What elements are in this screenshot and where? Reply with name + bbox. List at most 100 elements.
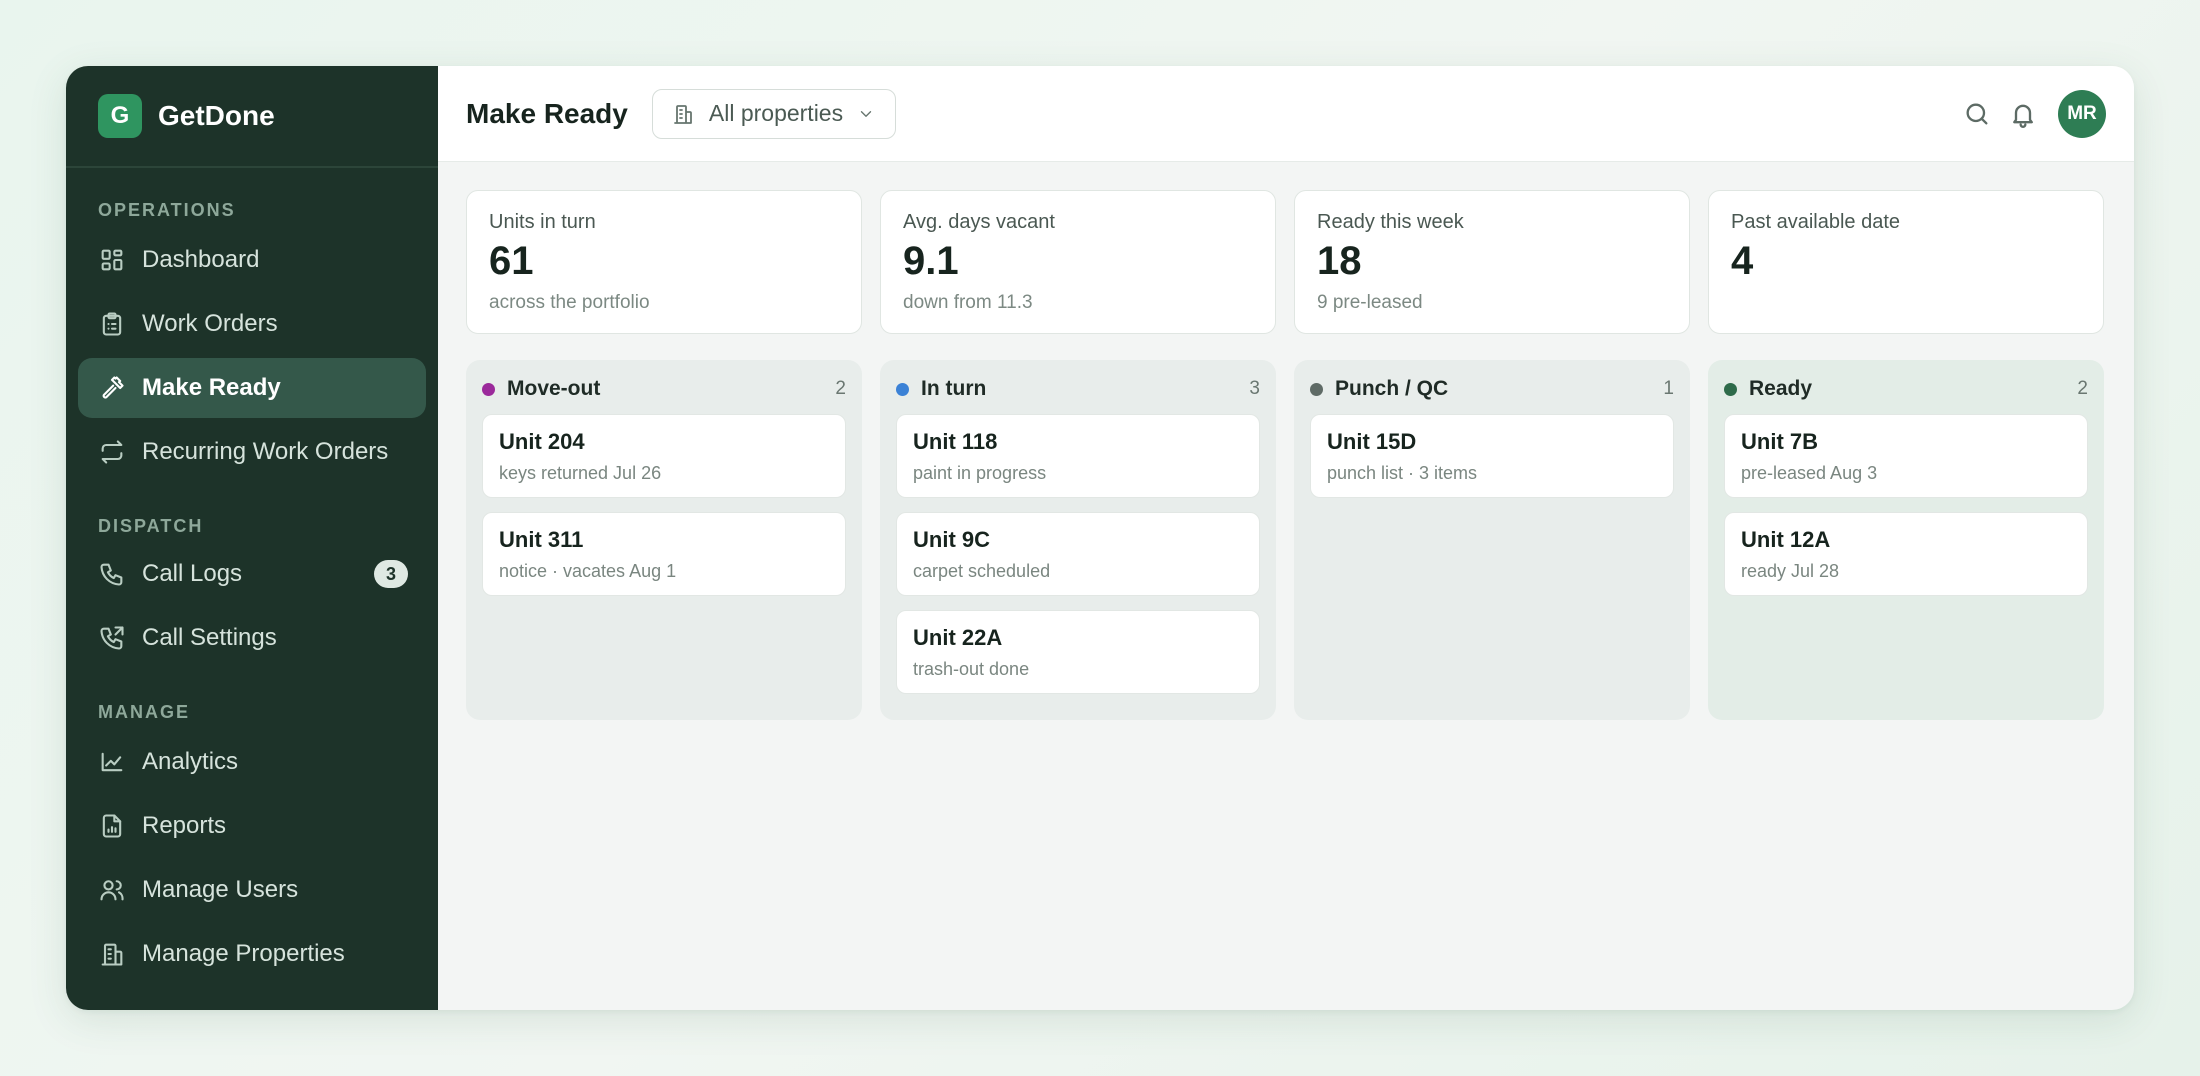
repeat-icon	[98, 438, 126, 466]
stat-value: 61	[489, 239, 534, 283]
sidebar-item-dashboard[interactable]: Dashboard	[78, 230, 426, 290]
unit-card-status: paint in progress	[913, 463, 1047, 483]
chart-line-icon	[98, 748, 126, 776]
unit-card-title: Unit 12A	[1741, 527, 1831, 552]
unit-card[interactable]: Unit 22A trash-out done	[896, 610, 1260, 694]
stat-label: Past available date	[1731, 211, 1901, 233]
stats-row: Units in turn 61 across the portfolio Av…	[466, 190, 2104, 334]
page-title: Make Ready	[466, 97, 628, 129]
unit-card-title: Unit 7B	[1741, 429, 1818, 454]
board-column-ready: Ready 2 Unit 7B pre-leased Aug 3 Unit 12…	[1708, 360, 2104, 720]
column-count: 3	[1249, 378, 1260, 399]
call-logs-count-badge: 3	[374, 560, 408, 588]
unit-card[interactable]: Unit 118 paint in progress	[896, 414, 1260, 498]
sidebar-item-make-ready[interactable]: Make Ready	[78, 358, 426, 418]
stat-subtext: across the portfolio	[489, 292, 650, 313]
sidebar-item-call-settings[interactable]: Call Settings	[78, 608, 426, 668]
app-window: G GetDone OPERATIONS Dashboard Work Orde…	[66, 66, 2134, 1010]
notifications-button[interactable]	[2006, 97, 2040, 131]
unit-card-status: trash-out done	[913, 659, 1030, 679]
brand[interactable]: G GetDone	[66, 66, 438, 168]
column-title: Move-out	[507, 377, 601, 400]
stat-card: Ready this week 18 9 pre-leased	[1294, 190, 1690, 334]
search-button[interactable]	[1960, 97, 1994, 131]
sidebar-item-label: Call Settings	[142, 624, 277, 651]
board-column-in-turn: In turn 3 Unit 118 paint in progress Uni…	[880, 360, 1276, 720]
column-title: In turn	[921, 377, 987, 400]
unit-card-status: keys returned Jul 26	[499, 463, 662, 483]
sidebar-item-label: Recurring Work Orders	[142, 438, 389, 465]
sidebar-item-label: Reports	[142, 812, 227, 839]
status-dot	[1724, 382, 1737, 396]
users-icon	[98, 876, 126, 904]
building-icon	[671, 102, 695, 126]
sidebar-item-label: Analytics	[142, 748, 239, 775]
sidebar-item-work-orders[interactable]: Work Orders	[78, 294, 426, 354]
stat-subtext: 9 pre-leased	[1317, 292, 1423, 313]
unit-card-title: Unit 204	[499, 429, 585, 454]
unit-card[interactable]: Unit 12A ready Jul 28	[1724, 512, 2088, 596]
building-icon	[98, 940, 126, 968]
sidebar-item-label: Manage Properties	[142, 940, 345, 967]
stat-label: Units in turn	[489, 211, 596, 233]
sidebar-item-label: Manage Users	[142, 876, 299, 903]
brand-name: GetDone	[158, 100, 275, 131]
hammer-icon	[98, 374, 126, 402]
sidebar-item-analytics[interactable]: Analytics	[78, 732, 426, 792]
section-label-dispatch: DISPATCH	[98, 516, 204, 536]
unit-card[interactable]: Unit 9C carpet scheduled	[896, 512, 1260, 596]
column-title: Ready	[1749, 377, 1813, 400]
sidebar-item-manage-properties[interactable]: Manage Properties	[78, 924, 426, 984]
stat-subtext: down from 11.3	[903, 292, 1033, 313]
status-dot	[1310, 382, 1323, 396]
column-header: Ready 2	[1724, 374, 2088, 404]
file-report-icon	[98, 812, 126, 840]
column-count: 2	[2077, 378, 2088, 399]
phone-forward-icon	[98, 624, 126, 652]
sidebar: G GetDone OPERATIONS Dashboard Work Orde…	[66, 66, 438, 1010]
sidebar-item-reports[interactable]: Reports	[78, 796, 426, 856]
search-icon	[1963, 100, 1991, 128]
section-label-operations: OPERATIONS	[98, 200, 236, 220]
status-dot	[896, 382, 909, 396]
property-select-value: All properties	[708, 100, 844, 126]
unit-card-title: Unit 15D	[1327, 429, 1417, 454]
unit-card-status: notice · vacates Aug 1	[499, 561, 677, 581]
column-title: Punch / QC	[1335, 377, 1449, 400]
stat-value: 4	[1731, 239, 1754, 283]
sidebar-item-label: Call Logs	[142, 560, 243, 587]
clipboard-icon	[98, 310, 126, 338]
main-content: Make Ready All properties	[438, 66, 2134, 1010]
board-column-punch-qc: Punch / QC 1 Unit 15D punch list · 3 ite…	[1294, 360, 1690, 720]
column-count: 2	[835, 378, 846, 399]
unit-card-status: punch list · 3 items	[1327, 463, 1478, 483]
topbar-actions: MR	[1948, 89, 2106, 138]
unit-card-title: Unit 118	[913, 429, 998, 454]
unit-card[interactable]: Unit 7B pre-leased Aug 3	[1724, 414, 2088, 498]
kanban-board: Move-out 2 Unit 204 keys returned Jul 26…	[466, 360, 2104, 720]
unit-card[interactable]: Unit 204 keys returned Jul 26	[482, 414, 846, 498]
sidebar-item-recurring-work-orders[interactable]: Recurring Work Orders	[78, 422, 426, 482]
stat-value: 9.1	[903, 239, 959, 283]
sidebar-item-label: Work Orders	[142, 310, 278, 337]
unit-card-title: Unit 22A	[913, 625, 1003, 650]
unit-card-status: pre-leased Aug 3	[1741, 463, 1878, 483]
unit-card-title: Unit 311	[499, 527, 584, 552]
status-dot	[482, 382, 495, 396]
column-count: 1	[1663, 378, 1674, 399]
unit-card[interactable]: Unit 311 notice · vacates Aug 1	[482, 512, 846, 596]
brand-logo: G	[98, 94, 142, 138]
property-select[interactable]: All properties	[651, 88, 897, 139]
avatar[interactable]: MR	[2058, 89, 2106, 138]
stat-card: Avg. days vacant 9.1 down from 11.3	[880, 190, 1276, 334]
unit-card[interactable]: Unit 15D punch list · 3 items	[1310, 414, 1674, 498]
unit-card-status: ready Jul 28	[1741, 561, 1840, 581]
chevron-down-icon	[857, 105, 875, 123]
stat-label: Ready this week	[1317, 211, 1464, 233]
board-column-move-out: Move-out 2 Unit 204 keys returned Jul 26…	[466, 360, 862, 720]
stat-card: Units in turn 61 across the portfolio	[466, 190, 862, 334]
sidebar-item-manage-users[interactable]: Manage Users	[78, 860, 426, 920]
dashboard-icon	[98, 246, 126, 274]
stat-value: 18	[1317, 239, 1362, 283]
sidebar-item-call-logs[interactable]: Call Logs 3	[78, 544, 426, 604]
